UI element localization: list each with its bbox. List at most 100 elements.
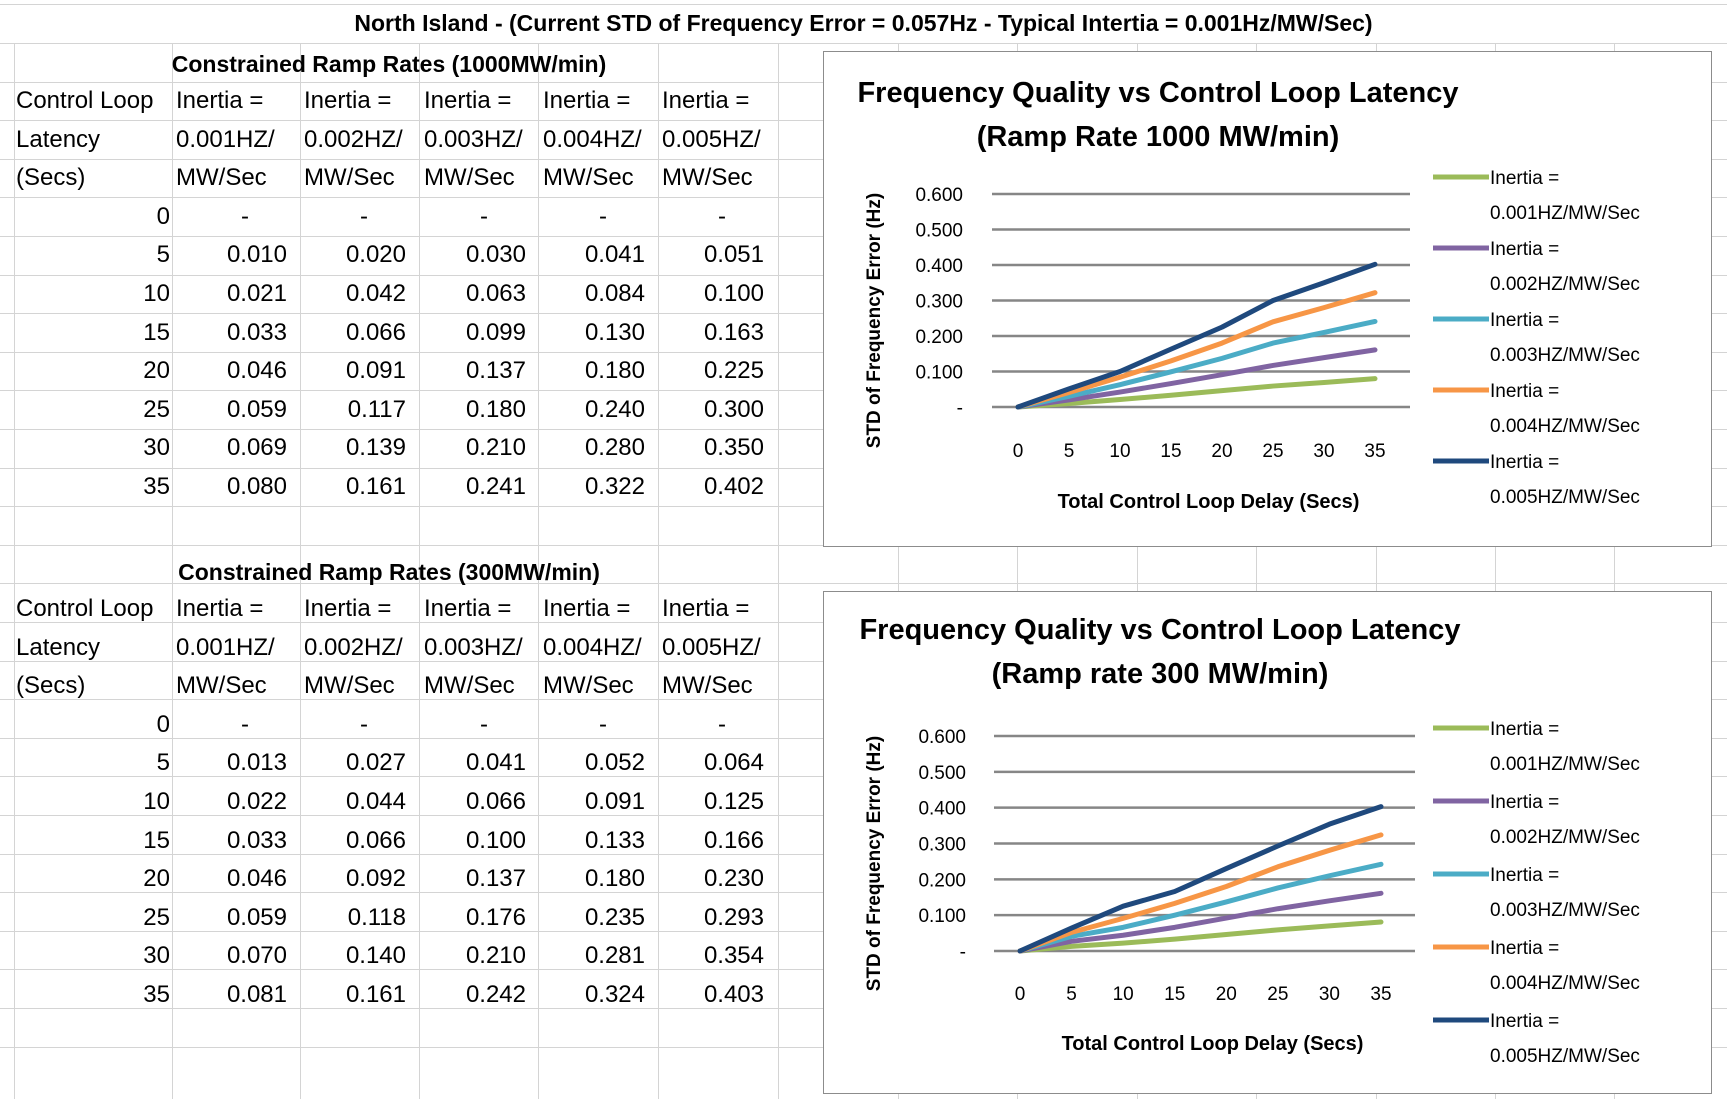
table-cell: 0.176 [465, 903, 526, 931]
table-cell: 0.139 [345, 434, 406, 462]
column-header: Latency [16, 125, 101, 153]
column-header: MW/Sec [543, 164, 634, 192]
column-header: 0.003HZ/ [424, 125, 523, 153]
x-tick-label: 20 [1216, 984, 1237, 1005]
table-cell: - [360, 710, 368, 738]
column-header: 0.003HZ/ [424, 633, 523, 661]
column-header: MW/Sec [304, 672, 395, 700]
grid-col-line [1017, 44, 1018, 1099]
y-tick-label: 0.400 [918, 799, 966, 820]
grid-col-line [1495, 44, 1496, 1099]
table-cell: 0.281 [584, 942, 645, 970]
y-tick-label: 0.500 [915, 221, 963, 242]
chart-ramp-1000[interactable]: Frequency Quality vs Control Loop Latenc… [823, 51, 1712, 547]
legend-label: 0.002HZ/MW/Sec [1490, 827, 1640, 848]
grid-col-line [14, 44, 15, 1099]
column-header: Latency [16, 633, 101, 661]
table-cell: 0.092 [345, 865, 406, 893]
column-header: Inertia = [176, 595, 264, 622]
table-cell: 0.137 [465, 357, 526, 385]
series-line [1015, 290, 1378, 410]
x-tick-label: 25 [1267, 984, 1288, 1005]
table-cell: 0.066 [465, 788, 526, 815]
column-header: 0.002HZ/ [304, 633, 403, 661]
latency-cell: 20 [143, 357, 170, 385]
latency-cell: 10 [143, 788, 170, 815]
column-header: MW/Sec [424, 164, 515, 192]
series-line [1015, 376, 1378, 410]
y-tick-label: 0.600 [918, 727, 966, 748]
y-tick-label: 0.100 [918, 906, 966, 927]
x-axis-label: Total Control Loop Delay (Secs) [1058, 491, 1360, 513]
table-cell: - [241, 202, 249, 230]
table-cell: - [718, 202, 726, 230]
latency-cell: 0 [156, 202, 170, 230]
column-header: 0.001HZ/ [176, 633, 275, 661]
latency-cell: 5 [156, 241, 170, 269]
latency-cell: 10 [143, 280, 170, 307]
series-line [1017, 861, 1384, 954]
table-cell: 0.133 [584, 826, 645, 854]
legend-label: 0.001HZ/MW/Sec [1490, 754, 1640, 775]
table-cell: 0.033 [226, 318, 287, 346]
x-tick-label: 5 [1066, 984, 1077, 1005]
table-cell: 0.180 [584, 865, 645, 893]
table-cell: 0.052 [584, 749, 645, 777]
table-cell: 0.041 [584, 241, 645, 269]
column-header: Inertia = [543, 595, 631, 622]
table-cell: 0.020 [345, 241, 406, 269]
chart-ramp-300[interactable]: Frequency Quality vs Control Loop Latenc… [823, 591, 1712, 1094]
legend-label: 0.005HZ/MW/Sec [1490, 1046, 1640, 1067]
table-cell: 0.051 [703, 241, 764, 269]
table-cell: 0.293 [703, 903, 764, 931]
x-axis-label: Total Control Loop Delay (Secs) [1062, 1033, 1364, 1055]
column-header: Inertia = [304, 87, 392, 114]
table-cell: 0.084 [584, 280, 645, 307]
table-cell: 0.280 [584, 434, 645, 462]
y-tick-label: 0.200 [918, 870, 966, 891]
table-cell: - [241, 710, 249, 738]
x-tick-label: 30 [1319, 984, 1340, 1005]
legend-label: Inertia = [1490, 719, 1559, 740]
table-cell: 0.210 [465, 434, 526, 462]
grid-col-line [1376, 44, 1377, 1099]
table-cell: 0.100 [703, 280, 764, 307]
grid-col-line [778, 44, 779, 1099]
table-cell: - [360, 202, 368, 230]
chart-title: (Ramp rate 300 MW/min) [992, 658, 1329, 690]
x-tick-label: 10 [1113, 984, 1134, 1005]
table-cell: 0.324 [584, 981, 645, 1008]
y-tick-label: 0.200 [915, 327, 963, 348]
x-tick-label: 25 [1262, 441, 1283, 462]
y-tick-label: 0.300 [918, 835, 966, 856]
table-cell: 0.402 [703, 473, 764, 500]
column-header: 0.005HZ/ [662, 633, 761, 661]
table-cell: 0.350 [703, 434, 764, 462]
column-header: Inertia = [424, 595, 512, 622]
legend-label: 0.004HZ/MW/Sec [1490, 416, 1640, 437]
grid-col-line [1614, 44, 1615, 1099]
table-cell: 0.242 [465, 981, 526, 1008]
legend-label: Inertia = [1490, 239, 1559, 260]
table-cell: 0.300 [703, 395, 764, 423]
table-cell: 0.161 [345, 473, 406, 500]
legend-label: 0.005HZ/MW/Sec [1490, 487, 1640, 508]
column-header: Control Loop [16, 595, 154, 622]
table-cell: 0.240 [584, 395, 645, 423]
legend-label: 0.003HZ/MW/Sec [1490, 900, 1640, 921]
column-header: Inertia = [662, 87, 750, 114]
latency-cell: 35 [143, 981, 170, 1008]
column-header: Control Loop [16, 87, 154, 114]
table-cell: 0.044 [345, 788, 406, 815]
table-cell: 0.081 [226, 981, 287, 1008]
legend-label: Inertia = [1490, 865, 1559, 886]
column-header: (Secs) [16, 672, 86, 700]
grid-col-line [172, 44, 173, 1099]
table-cell: 0.210 [465, 942, 526, 970]
grid-col-line [300, 44, 301, 1099]
latency-cell: 30 [143, 942, 170, 970]
table-cell: 0.403 [703, 981, 764, 1008]
table-cell: - [599, 202, 607, 230]
table-cell: 0.180 [584, 357, 645, 385]
table-cell: 0.059 [226, 395, 287, 423]
